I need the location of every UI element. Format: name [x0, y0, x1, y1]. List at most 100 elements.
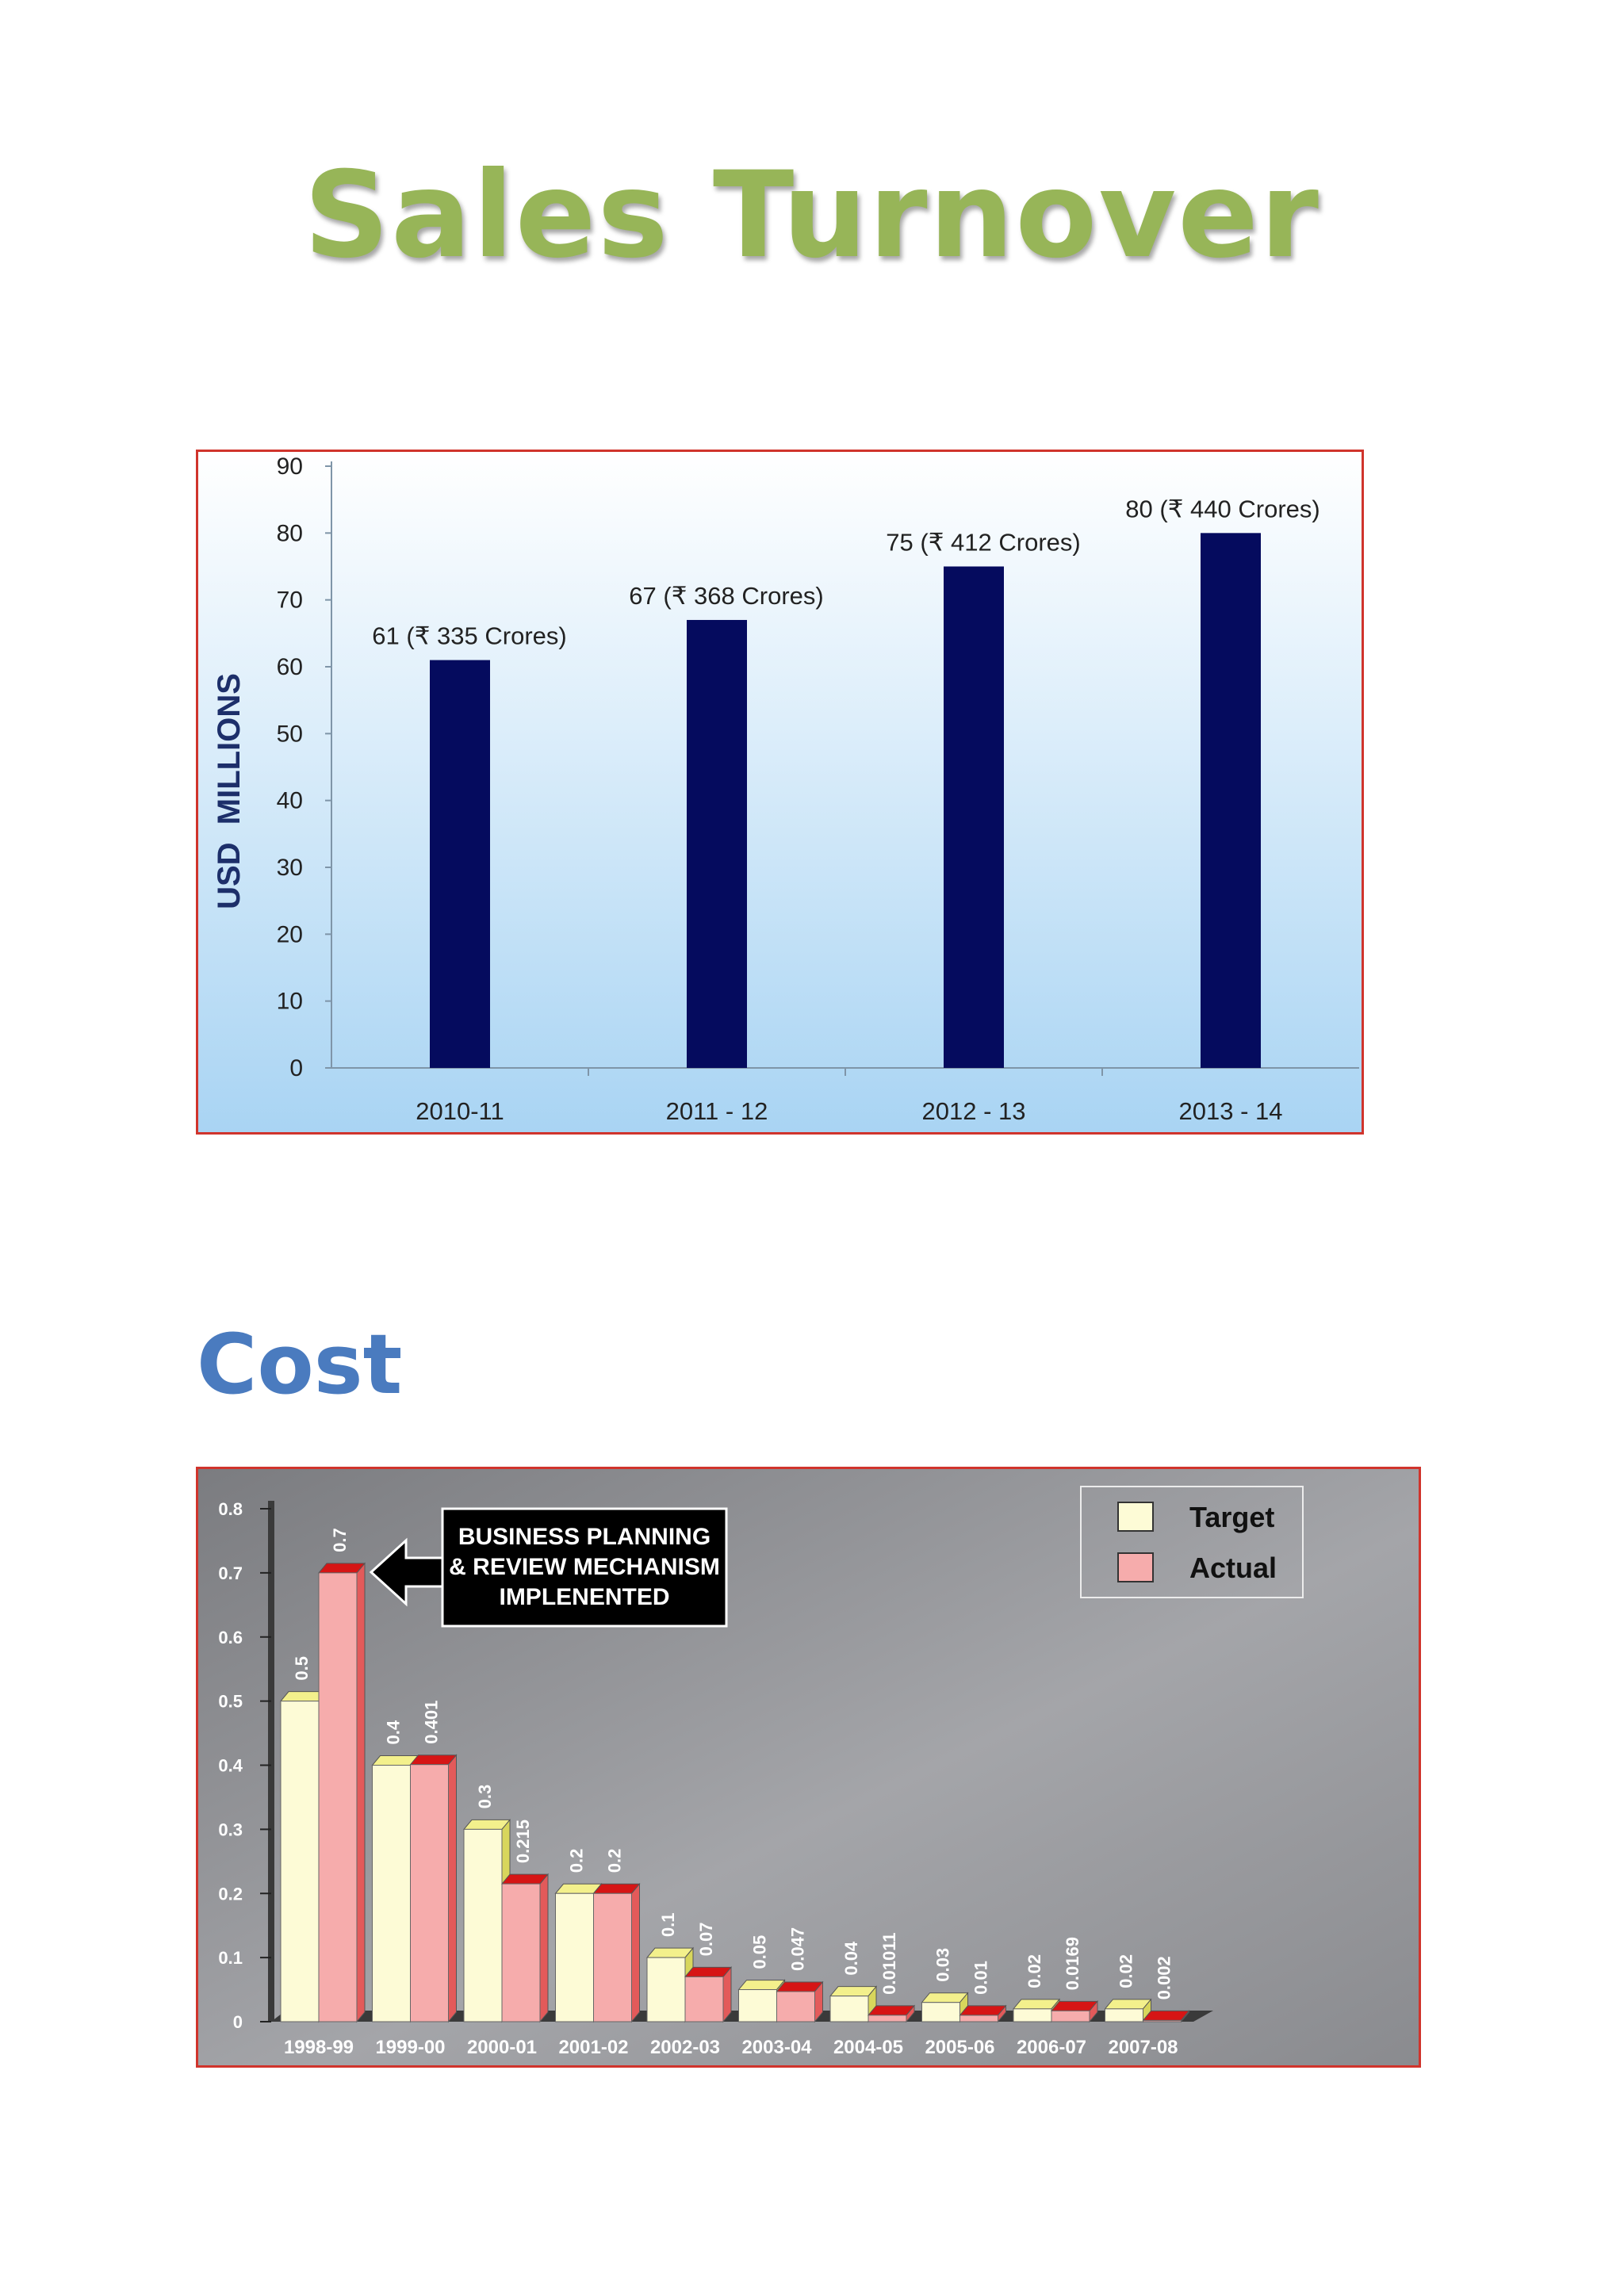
cost-y-tick-label: 0.8 [218, 1499, 243, 1519]
cost-actual-data-label: 0.7 [330, 1528, 350, 1552]
cost-y-tick-label: 0 [233, 2012, 243, 2032]
sales-bar [944, 566, 1004, 1068]
sales-turnover-chart: 0 10 20 30 40 50 60 70 80 90 2010-11 61 (₹ 335 Cror… [196, 450, 1364, 1135]
cost-actual-bar [776, 1991, 815, 2022]
cost-actual-bar [959, 2015, 998, 2022]
page-title: Sales Turnover [304, 147, 1320, 285]
legend-swatch-actual [1117, 1552, 1154, 1582]
cost-actual-bar-side [448, 1754, 457, 2023]
cost-actual-data-label: 0.01011 [879, 1933, 899, 1995]
sales-y-tick-label: 30 [277, 855, 303, 881]
cost-y-axis-line [268, 1501, 274, 2022]
cost-chart-svg: 0 0.1 0.2 0.3 0.4 0.5 0.6 0.7 0.8 0.5 0.7 1998-99 0.… [198, 1469, 1419, 2065]
cost-x-tick-label: 1999-00 [375, 2037, 445, 2058]
cost-actual-bar [410, 1764, 449, 2022]
cost-target-data-label: 0.02 [1116, 1954, 1136, 1988]
sales-bar [687, 619, 747, 1068]
sales-data-label: 75 (₹ 412 Crores) [886, 529, 1080, 557]
sales-y-tick-label: 10 [277, 989, 303, 1015]
annotation-text: BUSINESS PLANNING [458, 1524, 710, 1550]
cost-target-data-label: 0.4 [384, 1720, 404, 1744]
cost-actual-data-label: 0.01 [971, 1961, 991, 1995]
cost-y-tick-label: 0.1 [218, 1948, 243, 1968]
cost-actual-data-label: 0.07 [696, 1923, 716, 1957]
cost-target-bar [1105, 2008, 1143, 2022]
cost-actual-data-label: 0.2 [605, 1849, 625, 1873]
cost-target-data-label: 0.5 [292, 1656, 312, 1681]
sales-chart-background [198, 452, 1362, 1132]
sales-y-axis-title: USD MILLIONS [212, 673, 247, 909]
sales-data-label: 80 (₹ 440 Crores) [1125, 495, 1320, 522]
cost-actual-data-label: 0.401 [422, 1701, 442, 1744]
cost-target-data-label: 0.03 [933, 1948, 953, 1982]
cost-actual-data-label: 0.0169 [1063, 1937, 1082, 1990]
cost-actual-data-label: 0.215 [513, 1820, 533, 1863]
cost-actual-bar [1143, 2019, 1182, 2022]
sales-y-tick-label: 90 [277, 453, 303, 480]
cost-actual-bar-side [722, 1966, 732, 2023]
sales-x-tick-label: 2012 - 13 [922, 1097, 1026, 1125]
annotation-text: IMPLENENTED [499, 1584, 669, 1610]
sales-bar [430, 660, 490, 1068]
cost-actual-bar [318, 1572, 358, 2022]
sales-y-tick-label: 60 [277, 654, 303, 680]
cost-target-bar [738, 1989, 777, 2022]
cost-actual-bar [868, 2015, 907, 2022]
cost-y-tick-label: 0.4 [218, 1756, 243, 1776]
cost-target-bar [280, 1701, 320, 2022]
cost-actual-data-label: 0.002 [1155, 1956, 1174, 1999]
cost-target-data-label: 0.05 [750, 1935, 770, 1969]
sales-bar [1201, 533, 1261, 1068]
cost-target-bar [646, 1957, 686, 2022]
cost-target-bar [829, 1996, 869, 2022]
cost-x-tick-label: 1998-99 [284, 2037, 354, 2058]
legend-label-actual: Actual [1189, 1552, 1277, 1584]
cost-y-tick-label: 0.7 [218, 1563, 243, 1583]
cost-target-bar [372, 1765, 411, 2022]
cost-x-tick-label: 2000-01 [467, 2037, 537, 2058]
cost-y-tick-label: 0.6 [218, 1628, 243, 1647]
cost-target-bar [921, 2002, 960, 2022]
cost-target-bar [1013, 2008, 1052, 2022]
cost-target-bar [555, 1892, 594, 2022]
cost-legend-box [1080, 1486, 1304, 1598]
cost-target-data-label: 0.02 [1025, 1954, 1044, 1988]
cost-actual-bar [1051, 2010, 1090, 2022]
cost-chart: 0 0.1 0.2 0.3 0.4 0.5 0.6 0.7 0.8 0.5 0.7 1998-99 0.… [196, 1467, 1421, 2068]
sales-y-tick-label: 50 [277, 721, 303, 747]
sales-data-label: 61 (₹ 335 Crores) [372, 622, 566, 650]
cost-target-data-label: 0.3 [475, 1785, 495, 1809]
cost-actual-bar-side [356, 1562, 366, 2023]
cost-y-tick-label: 0.5 [218, 1692, 243, 1712]
cost-x-tick-label: 2004-05 [833, 2037, 903, 2058]
cost-x-tick-label: 2007-08 [1108, 2037, 1178, 2058]
sales-chart-svg: 0 10 20 30 40 50 60 70 80 90 2010-11 61 (₹ 335 Cror… [198, 452, 1362, 1132]
cost-x-tick-label: 2002-03 [650, 2037, 720, 2058]
cost-actual-data-label: 0.047 [788, 1927, 808, 1971]
cost-x-tick-label: 2001-02 [558, 2037, 628, 2058]
cost-actual-bar [593, 1892, 632, 2022]
cost-target-bar [463, 1828, 503, 2022]
cost-x-tick-label: 2006-07 [1017, 2037, 1086, 2058]
sales-y-tick-label: 80 [277, 520, 303, 546]
sales-x-tick-label: 2011 - 12 [666, 1097, 768, 1125]
cost-actual-bar-side [631, 1882, 640, 2023]
legend-swatch-target [1117, 1502, 1154, 1532]
cost-y-tick-label: 0.3 [218, 1820, 243, 1839]
cost-actual-bar [501, 1883, 541, 2022]
section-title-cost: Cost [197, 1316, 403, 1413]
legend-label-target: Target [1189, 1501, 1274, 1533]
cost-y-tick-label: 0.2 [218, 1884, 243, 1904]
sales-x-tick-label: 2010-11 [416, 1097, 504, 1125]
cost-actual-bar [684, 1976, 724, 2022]
cost-target-data-label: 0.2 [567, 1849, 587, 1873]
cost-actual-bar-side [539, 1873, 549, 2023]
sales-x-tick-label: 2013 - 14 [1179, 1097, 1283, 1125]
sales-data-label: 67 (₹ 368 Crores) [629, 582, 823, 610]
annotation-text: & REVIEW MECHANISM [449, 1554, 720, 1580]
cost-target-data-label: 0.04 [841, 1941, 861, 1976]
cost-x-tick-label: 2005-06 [925, 2037, 994, 2058]
annotation-box [441, 1507, 728, 1628]
cost-target-data-label: 0.1 [658, 1913, 678, 1938]
sales-y-tick-label: 20 [277, 921, 303, 947]
